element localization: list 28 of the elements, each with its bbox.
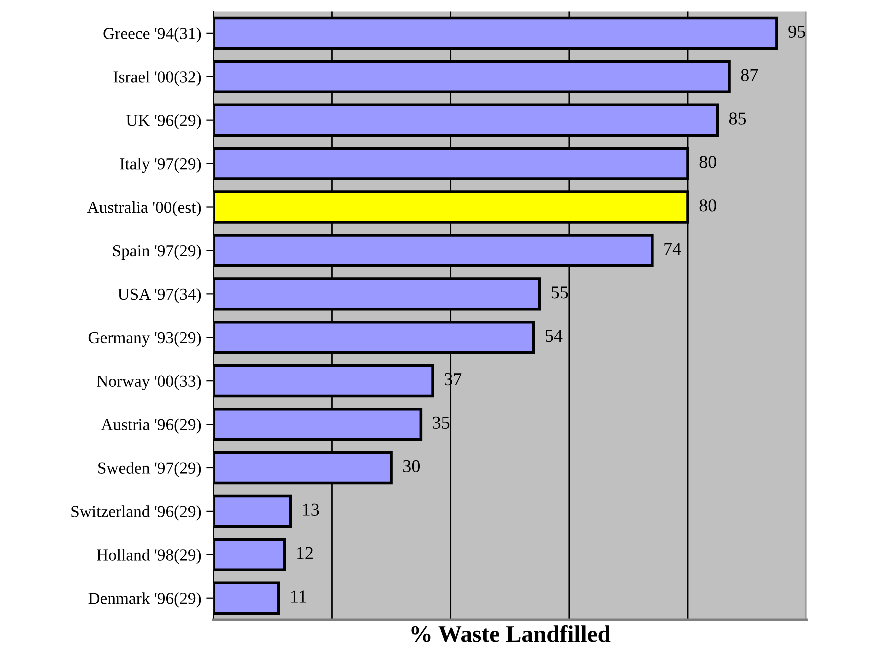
y-tick-label: Germany '93(29) xyxy=(88,332,202,348)
y-tick-label: Denmark '96(29) xyxy=(88,592,202,608)
y-tick-label: Switzerland '96(29) xyxy=(72,506,202,521)
data-label: 55 xyxy=(552,286,568,299)
y-tick-label: Australia '00(est) xyxy=(87,201,202,217)
data-label: 74 xyxy=(664,243,682,256)
data-label: 80 xyxy=(700,200,716,212)
y-tick-label: UK '96(29) xyxy=(126,114,202,130)
data-label: 30 xyxy=(404,460,420,473)
data-label: 80 xyxy=(700,156,716,168)
y-tick-label: Holland '98(29) xyxy=(97,549,202,564)
data-label: 11 xyxy=(292,590,306,603)
y-tick-label: Spain '97(29) xyxy=(113,244,202,260)
y-tick-label: Italy '97(29) xyxy=(120,158,202,174)
data-label: 35 xyxy=(433,416,450,430)
data-label: 54 xyxy=(546,330,563,342)
y-tick-label: Austria '96(29) xyxy=(101,418,202,434)
data-label: 95 xyxy=(788,26,806,38)
data-label: 87 xyxy=(741,69,758,82)
y-tick-label: USA '97(34) xyxy=(118,288,202,304)
y-tick-label: Greece '94(31) xyxy=(104,28,202,43)
y-tick-label: Israel '00(32) xyxy=(114,71,202,86)
data-label: 13 xyxy=(303,504,320,516)
y-tick-label: Norway '00(33) xyxy=(97,375,202,390)
y-tick-label: Sweden '97(29) xyxy=(98,462,202,478)
x-axis-title: % Waste Landfilled xyxy=(412,625,611,642)
data-label: 85 xyxy=(729,112,746,125)
data-label: 12 xyxy=(297,547,313,560)
